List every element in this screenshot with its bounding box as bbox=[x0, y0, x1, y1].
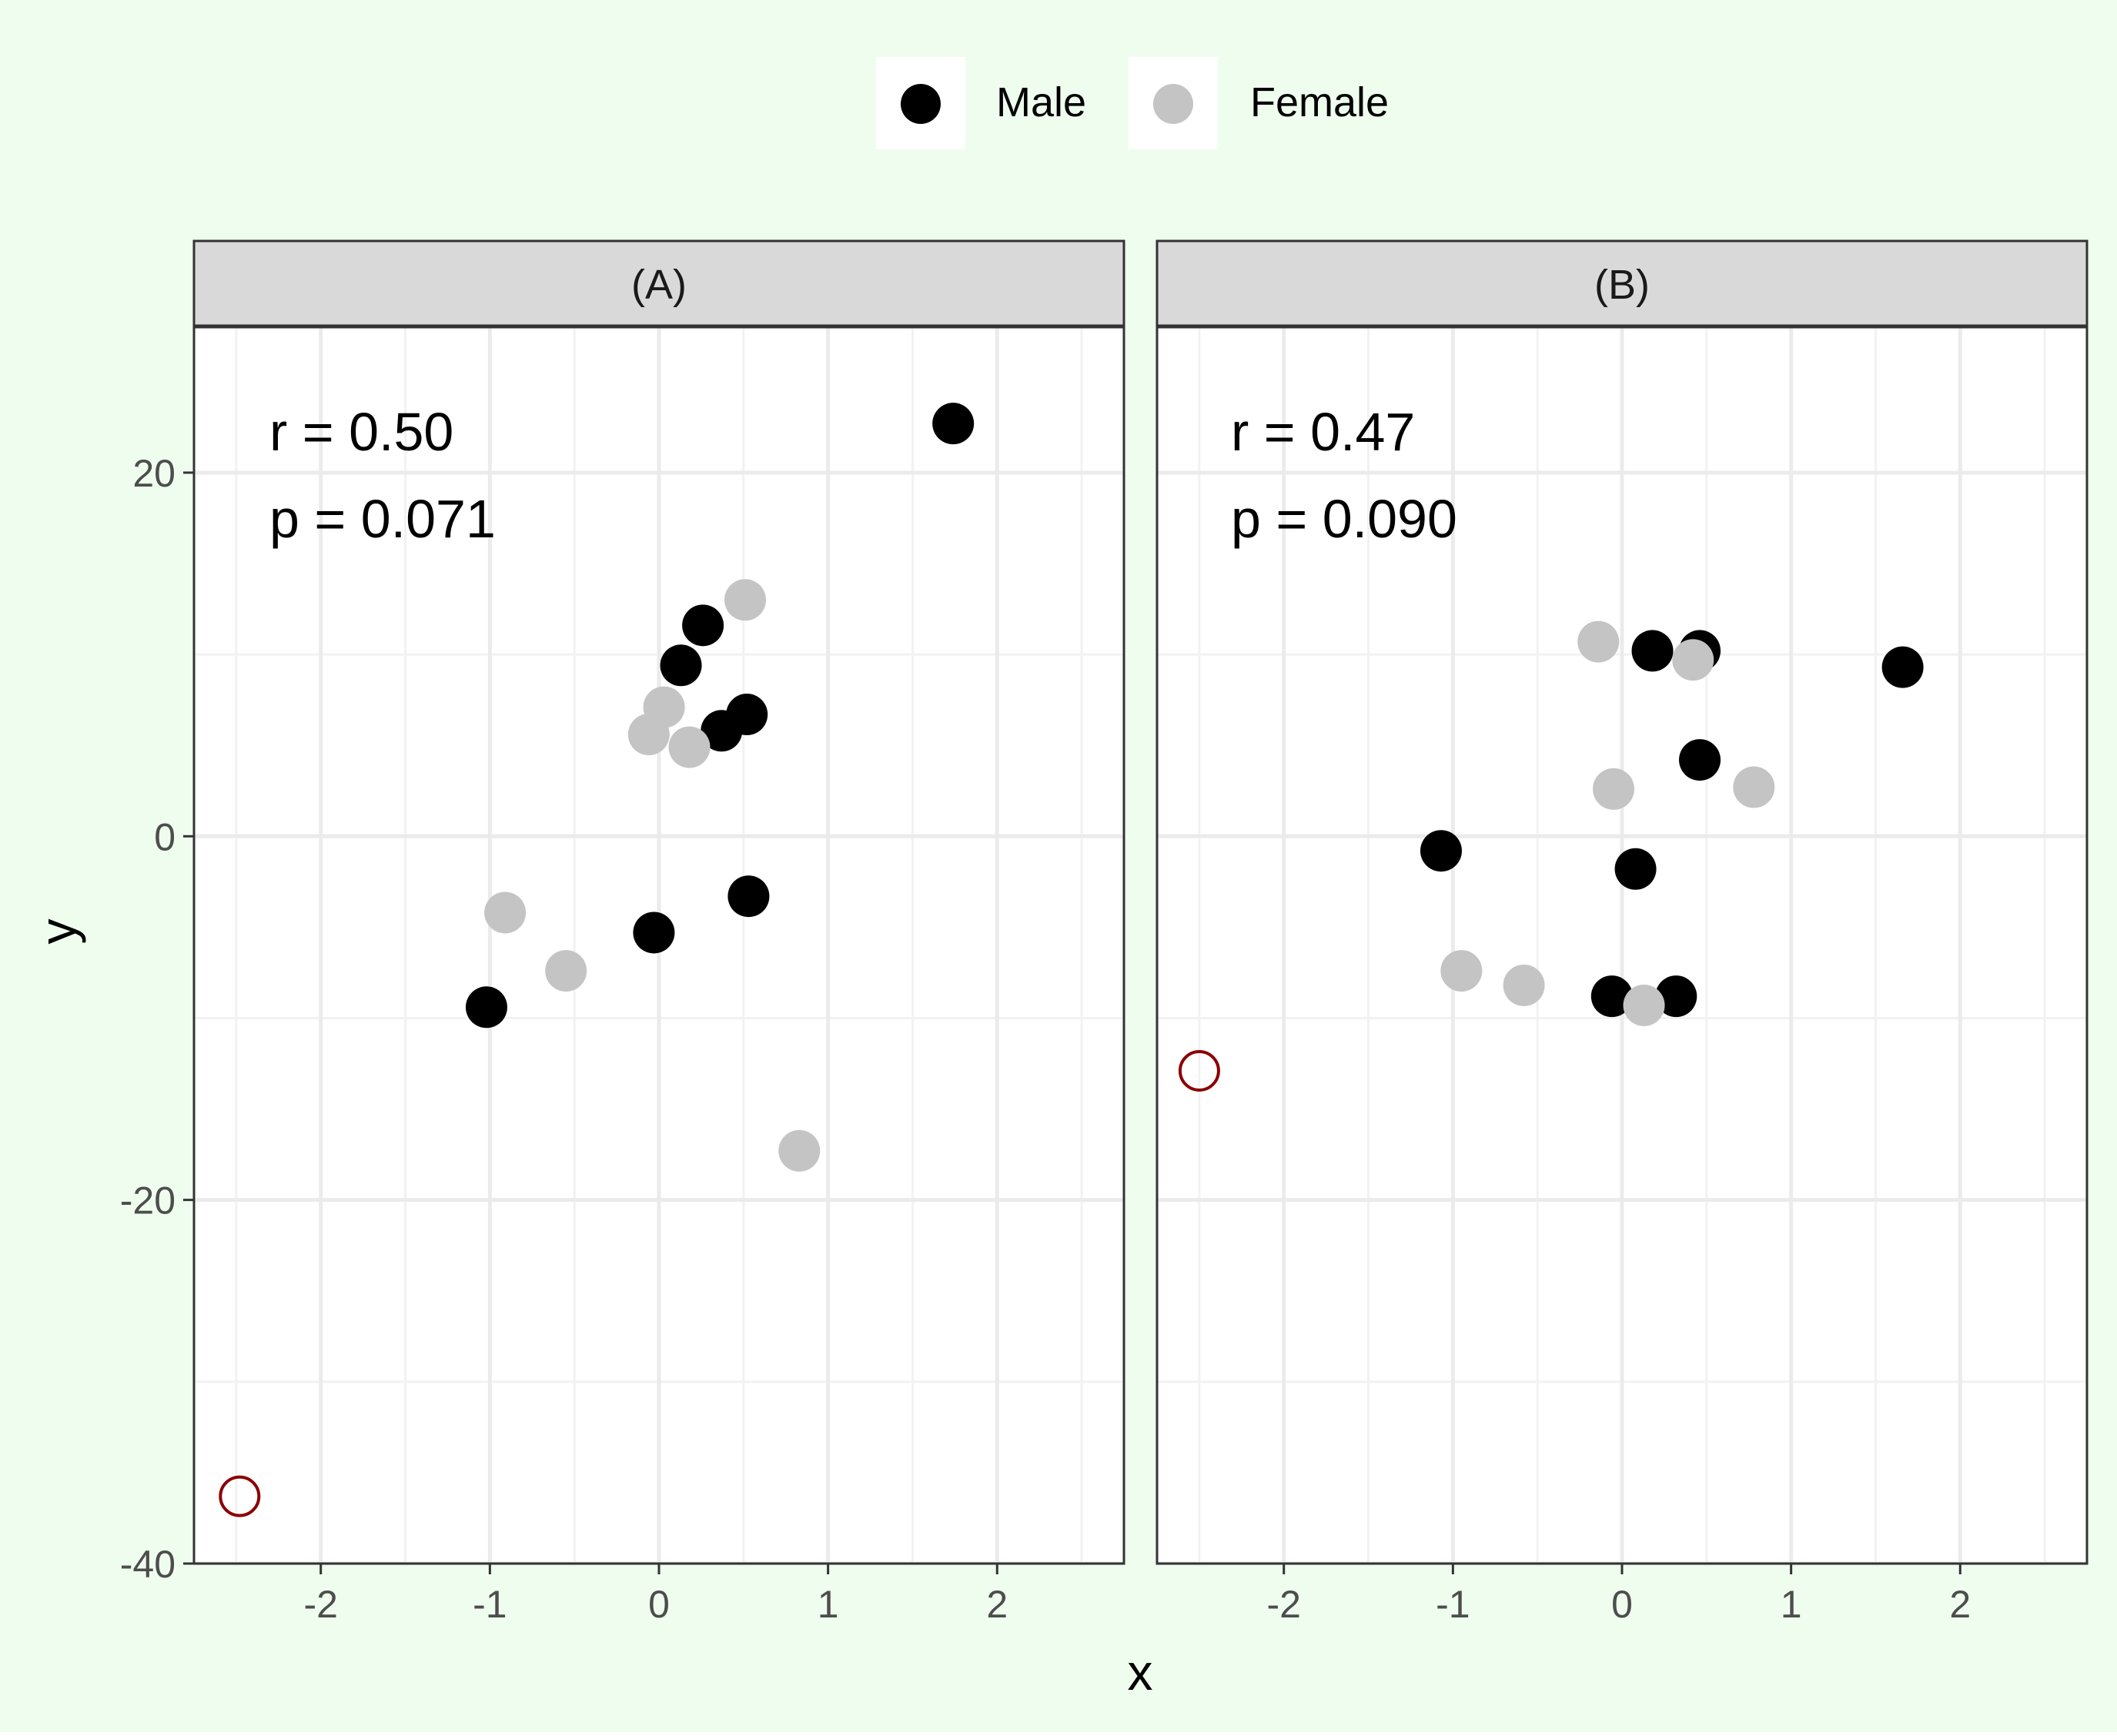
x-tick-label: 2 bbox=[1949, 1583, 1971, 1626]
data-point-female bbox=[1593, 768, 1635, 810]
data-point-male bbox=[1679, 739, 1721, 781]
x-tick-label: 1 bbox=[1781, 1583, 1802, 1626]
outlier-point bbox=[1178, 1049, 1220, 1092]
panel-b: (B) r = 0.47 p = 0.090 -2 -1 0 1 2 bbox=[1155, 239, 2089, 1626]
y-tick-label: -40 bbox=[120, 1543, 176, 1586]
panel-a-points bbox=[219, 403, 975, 1517]
panel-b-points bbox=[1178, 620, 1924, 1092]
x-tick-label: 1 bbox=[818, 1583, 839, 1626]
panel-b-grid bbox=[1157, 327, 2087, 1566]
x-tick-label: -2 bbox=[1266, 1583, 1300, 1626]
data-point-female bbox=[1623, 984, 1665, 1026]
legend: Male Female bbox=[876, 57, 1389, 149]
panel-b-r-stat: r = 0.47 bbox=[1231, 402, 1415, 462]
y-axis-title: y bbox=[29, 919, 86, 945]
x-tick-label: -1 bbox=[473, 1583, 507, 1626]
data-point-female bbox=[1733, 766, 1775, 808]
legend-symbol-male bbox=[901, 84, 941, 124]
data-point-female bbox=[778, 1129, 821, 1172]
y-tick-label: 0 bbox=[154, 815, 176, 858]
data-point-male bbox=[465, 986, 507, 1029]
data-point-male bbox=[701, 710, 743, 752]
data-point-male bbox=[1881, 646, 1924, 688]
panel-a-r-stat: r = 0.50 bbox=[269, 402, 453, 462]
legend-label-male: Male bbox=[996, 79, 1086, 125]
data-point-male bbox=[1655, 975, 1697, 1018]
data-point-male bbox=[1614, 848, 1657, 890]
x-axis-title: x bbox=[1128, 1644, 1153, 1701]
data-point-male bbox=[633, 911, 675, 954]
data-point-male bbox=[682, 604, 724, 647]
panel-a-title: (A) bbox=[631, 262, 687, 308]
data-point-female bbox=[627, 714, 670, 756]
data-point-female bbox=[1440, 950, 1483, 992]
data-point-male bbox=[660, 644, 702, 687]
x-tick-label: -2 bbox=[303, 1583, 337, 1626]
data-point-female bbox=[668, 726, 711, 768]
panel-a-strip bbox=[192, 239, 1125, 327]
panel-a-p-stat: p = 0.071 bbox=[269, 489, 496, 549]
data-point-male bbox=[1590, 975, 1633, 1018]
y-axis: -40 -20 0 20 bbox=[120, 452, 194, 1586]
data-point-male bbox=[1631, 630, 1674, 672]
panel-a: (A) r = 0.50 p = 0.071 -2 -1 0 1 2 -40 -20 0 20 bbox=[120, 239, 1125, 1626]
panel-b-x-axis: -2 -1 0 1 2 bbox=[1266, 1564, 1971, 1626]
data-point-female bbox=[724, 579, 767, 621]
y-tick-label: 20 bbox=[132, 452, 176, 495]
data-point-male bbox=[932, 403, 975, 445]
panel-b-strip bbox=[1155, 239, 2089, 327]
data-point-female bbox=[545, 950, 587, 992]
panel-a-x-axis: -2 -1 0 1 2 bbox=[303, 1564, 1008, 1626]
data-point-female bbox=[1503, 964, 1545, 1006]
y-tick-label: -20 bbox=[120, 1179, 176, 1223]
legend-label-female: Female bbox=[1250, 79, 1389, 125]
outlier-point bbox=[219, 1475, 261, 1517]
data-point-male bbox=[1420, 830, 1462, 872]
data-point-female bbox=[484, 891, 527, 934]
x-tick-label: 2 bbox=[986, 1583, 1008, 1626]
x-tick-label: 0 bbox=[648, 1583, 670, 1626]
data-point-male bbox=[727, 875, 770, 918]
legend-symbol-female bbox=[1153, 84, 1193, 124]
panel-b-title: (B) bbox=[1594, 262, 1650, 308]
data-point-female bbox=[1577, 620, 1620, 663]
data-point-female bbox=[1672, 639, 1714, 681]
panel-b-p-stat: p = 0.090 bbox=[1231, 489, 1457, 549]
x-tick-label: -1 bbox=[1436, 1583, 1470, 1626]
x-tick-label: 0 bbox=[1611, 1583, 1633, 1626]
